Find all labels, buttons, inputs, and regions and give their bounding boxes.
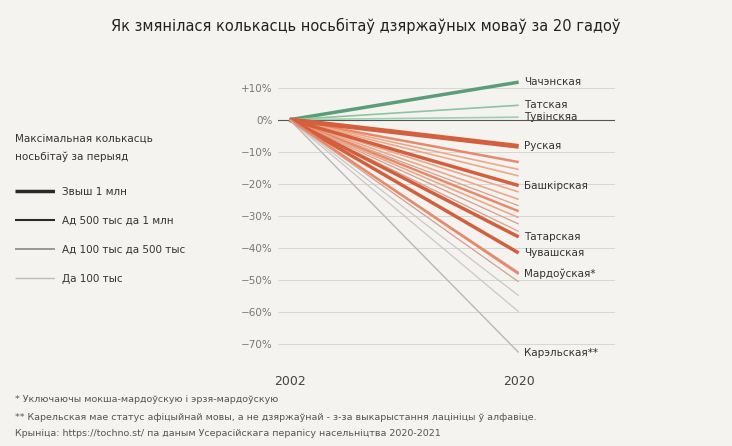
Text: носьбітаў за перыяд: носьбітаў за перыяд [15, 152, 128, 162]
Text: Руская: Руская [524, 141, 561, 151]
Text: * Уключаючы мокша-мардоўскую і эрзя-мардоўскую: * Уключаючы мокша-мардоўскую і эрзя-мард… [15, 395, 278, 404]
Text: Як змянілася колькасць носьбітаў дзяржаўных моваў за 20 гадоў: Як змянілася колькасць носьбітаў дзяржаў… [111, 18, 621, 34]
Text: Чачэнская: Чачэнская [524, 77, 581, 87]
Text: Мардоўская*: Мардоўская* [524, 268, 596, 279]
Text: Чувашская: Чувашская [524, 248, 585, 258]
Text: Крыніца: https://tochno.st/ па даным Усерасійскага перапісу насельніцтва 2020-20: Крыніца: https://tochno.st/ па даным Усе… [15, 429, 441, 438]
Text: Максімальная колькасць: Максімальная колькасць [15, 134, 152, 144]
Text: Татарская: Татарская [524, 232, 581, 242]
Text: Татская: Татская [524, 100, 568, 110]
Text: Башкірская: Башкірская [524, 181, 589, 190]
Text: Ад 500 тыс да 1 млн: Ад 500 тыс да 1 млн [62, 216, 173, 226]
Text: Ад 100 тыс да 500 тыс: Ад 100 тыс да 500 тыс [62, 245, 185, 255]
Text: Звыш 1 млн: Звыш 1 млн [62, 187, 127, 197]
Text: Да 100 тыс: Да 100 тыс [62, 274, 123, 284]
Text: Тувінскяа: Тувінскяа [524, 112, 578, 122]
Text: Карэльская**: Карэльская** [524, 347, 598, 358]
Text: ** Карельская мае статус афіцыйнай мовы, а не дзяржаўнай - з-за выкарыстання лац: ** Карельская мае статус афіцыйнай мовы,… [15, 413, 537, 421]
